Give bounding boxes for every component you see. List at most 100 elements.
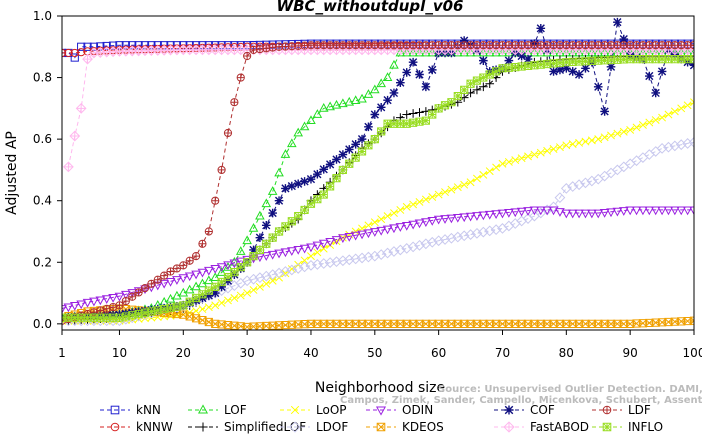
data-point (160, 271, 169, 280)
data-point (75, 102, 87, 114)
data-point (198, 239, 207, 248)
data-point (217, 298, 226, 307)
data-point (364, 221, 373, 230)
data-point (62, 305, 67, 314)
legend-marker (290, 405, 300, 415)
x-tick-label: 70 (495, 346, 510, 360)
x-tick-label: 1 (58, 346, 66, 360)
data-point (690, 98, 694, 107)
data-point (453, 91, 462, 101)
data-point (267, 269, 279, 280)
data-point (536, 23, 546, 33)
data-point (543, 146, 552, 155)
data-point (594, 135, 603, 144)
data-point (241, 275, 253, 287)
data-point (388, 246, 400, 257)
x-tick-label: 50 (367, 346, 382, 360)
data-point (204, 303, 213, 312)
data-point (607, 131, 615, 140)
data-point (128, 311, 137, 320)
data-point (389, 224, 399, 234)
data-point (560, 183, 572, 194)
data-point (249, 245, 258, 255)
data-point (325, 101, 335, 111)
data-point (255, 210, 265, 220)
data-point (689, 206, 694, 216)
data-point (619, 34, 629, 44)
series-odin (62, 206, 694, 314)
data-point (121, 296, 130, 306)
data-point (689, 41, 694, 50)
data-point (626, 125, 635, 134)
series-line (62, 55, 694, 322)
legend-item: LOF (188, 403, 247, 417)
data-point (479, 73, 488, 82)
data-point (300, 256, 309, 265)
source-watermark-line2: Campos, Zimek, Sander, Campello, Micenko… (340, 395, 702, 406)
data-point (357, 93, 367, 103)
data-point (675, 139, 687, 151)
x-axis: 1 10 20 30 40 50 60 70 80 90 100 (58, 330, 702, 360)
data-point (447, 185, 456, 194)
x-tick-label: 20 (176, 346, 191, 360)
data-point (172, 264, 182, 273)
data-point (421, 82, 431, 92)
data-point (433, 235, 445, 247)
data-point (632, 123, 641, 132)
x-tick-label: 80 (559, 346, 574, 360)
data-point (121, 312, 130, 321)
data-point (318, 239, 329, 249)
data-point (479, 82, 488, 92)
legend-item: kNN (100, 403, 161, 417)
data-point (562, 141, 571, 150)
data-point (504, 63, 513, 72)
data-point (568, 67, 578, 76)
data-point (428, 110, 437, 119)
data-point (274, 227, 284, 236)
data-point (210, 272, 221, 282)
data-point (375, 249, 387, 260)
data-point (313, 169, 322, 179)
data-point (332, 174, 341, 183)
data-point (338, 234, 348, 244)
data-point (216, 267, 227, 276)
data-point (554, 192, 566, 204)
data-point (223, 261, 233, 271)
data-point (70, 53, 79, 62)
legend-label: FastABOD (530, 420, 589, 434)
data-point (178, 274, 189, 284)
data-point (479, 170, 488, 179)
data-point (364, 141, 373, 150)
data-point (472, 85, 482, 95)
data-point (484, 225, 496, 237)
series-layer (62, 17, 694, 330)
data-point (217, 282, 226, 292)
data-point (580, 209, 591, 219)
data-point (643, 149, 655, 160)
data-point (236, 263, 245, 272)
data-point (568, 140, 577, 149)
data-point (318, 258, 330, 269)
legend-label: kNNW (136, 420, 173, 434)
data-point (306, 115, 316, 125)
data-point (230, 268, 239, 277)
data-point (549, 67, 558, 76)
data-point (567, 209, 578, 219)
legend-item: ODIN (366, 403, 433, 417)
data-point (89, 297, 99, 307)
data-point (345, 159, 354, 168)
data-point (669, 140, 681, 152)
data-point (235, 257, 246, 267)
data-point (249, 286, 258, 294)
data-point (223, 262, 233, 271)
data-point (370, 135, 379, 144)
data-point (394, 244, 406, 256)
data-point (262, 239, 271, 248)
data-point (197, 278, 208, 288)
series-ldof (62, 136, 694, 327)
data-point (427, 65, 437, 75)
data-point (402, 119, 411, 128)
data-point (472, 76, 482, 85)
data-point (178, 287, 189, 297)
data-point (299, 244, 310, 254)
